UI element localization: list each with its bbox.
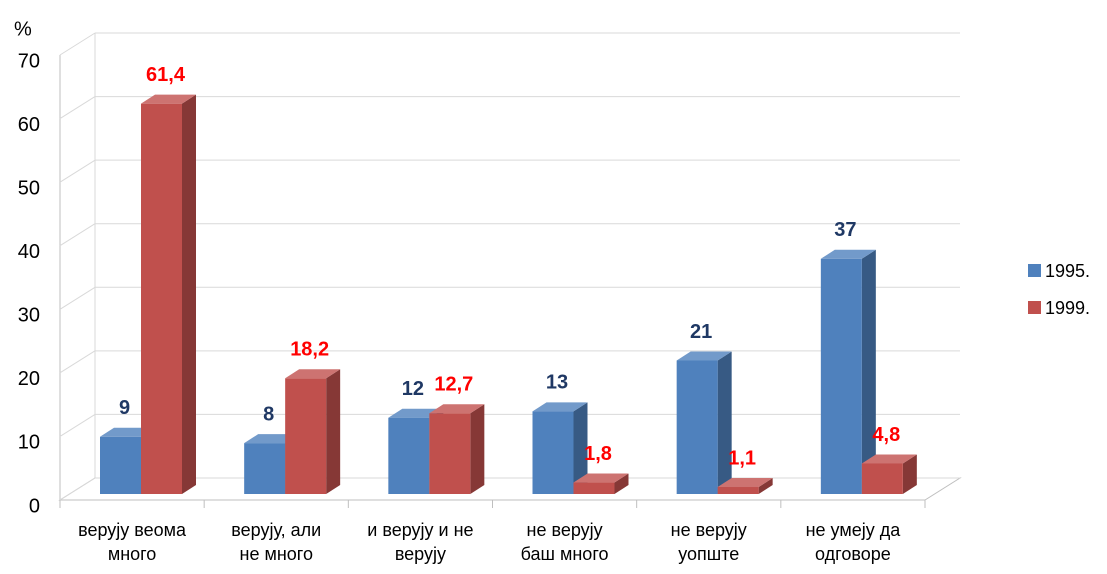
data-label: 37 bbox=[834, 219, 856, 241]
bar-top bbox=[285, 369, 341, 379]
y-tick-label: 70 bbox=[18, 50, 40, 72]
x-tick-label: не умеју да одговоре bbox=[805, 520, 901, 564]
bar-top bbox=[717, 478, 773, 488]
bar-side bbox=[717, 351, 732, 494]
x-tick-label: верују, али не много bbox=[231, 520, 322, 564]
bar bbox=[820, 249, 876, 494]
wall-tick bbox=[59, 159, 96, 183]
x-tick-label: верују веома много bbox=[78, 520, 187, 564]
bar-front bbox=[573, 482, 615, 494]
y-tick-label: 30 bbox=[18, 305, 40, 327]
y-tick-label: 10 bbox=[18, 432, 40, 454]
bar bbox=[717, 478, 773, 494]
bar-front bbox=[429, 413, 471, 494]
bar-side bbox=[902, 454, 917, 494]
bar bbox=[429, 404, 485, 494]
bar-side bbox=[182, 94, 196, 495]
y-axis-label: % bbox=[14, 18, 32, 40]
data-label: 1,8 bbox=[584, 443, 612, 465]
wall-tick bbox=[59, 223, 96, 247]
data-label: 18,2 bbox=[290, 339, 329, 361]
bar-top bbox=[532, 402, 588, 412]
bar bbox=[676, 351, 732, 494]
bar bbox=[573, 473, 629, 494]
bar-side bbox=[861, 249, 876, 494]
bar-front bbox=[388, 417, 430, 494]
bar-front bbox=[532, 411, 574, 494]
y-tick-label: 0 bbox=[29, 495, 40, 517]
x-tick-label: не верују уопште bbox=[670, 520, 747, 564]
data-label: 61,4 bbox=[146, 64, 186, 86]
legend-swatch bbox=[1028, 264, 1041, 277]
bar bbox=[141, 94, 196, 495]
bar-side bbox=[326, 369, 341, 494]
bar-side bbox=[470, 404, 485, 494]
bar-front bbox=[717, 487, 759, 494]
bar bbox=[532, 402, 588, 494]
bar-top bbox=[429, 404, 485, 414]
y-tick-label: 50 bbox=[18, 177, 40, 199]
x-tick-label: не верују баш много bbox=[520, 520, 609, 564]
data-label: 12,7 bbox=[434, 374, 473, 396]
legend-label: 1995. bbox=[1045, 261, 1090, 281]
data-label: 4,8 bbox=[872, 424, 900, 446]
bar-top bbox=[676, 351, 732, 361]
wall-tick bbox=[59, 477, 96, 501]
data-label: 21 bbox=[690, 321, 712, 343]
bar-front bbox=[141, 103, 182, 495]
bar-front bbox=[244, 443, 286, 494]
y-tick-label: 40 bbox=[18, 241, 40, 263]
wall-tick bbox=[59, 96, 96, 119]
y-tick-label: 60 bbox=[18, 114, 40, 136]
wall-tick bbox=[59, 32, 96, 56]
bar-front bbox=[861, 463, 903, 494]
y-tick-label: 20 bbox=[18, 368, 40, 390]
bar-side bbox=[614, 473, 629, 494]
bar bbox=[861, 454, 917, 494]
wall-tick bbox=[59, 414, 96, 437]
data-label: 13 bbox=[546, 372, 568, 394]
bar-side bbox=[758, 478, 773, 494]
data-label: 9 bbox=[119, 397, 130, 419]
wall-tick bbox=[59, 350, 96, 374]
bar-front bbox=[820, 258, 862, 494]
bar-front bbox=[100, 436, 141, 494]
bar bbox=[285, 369, 341, 494]
bar-front bbox=[676, 360, 718, 494]
bar-top bbox=[861, 454, 917, 464]
legend-label: 1999. bbox=[1045, 298, 1090, 318]
bar-side bbox=[573, 402, 588, 494]
bar-front bbox=[285, 378, 327, 494]
data-label: 12 bbox=[402, 378, 424, 400]
bar-top bbox=[141, 94, 196, 104]
bar-top bbox=[573, 473, 629, 483]
data-label: 1,1 bbox=[728, 447, 756, 469]
x-tick-label: и верују и не верују bbox=[367, 520, 474, 564]
legend-swatch bbox=[1028, 301, 1041, 314]
bar-top bbox=[820, 249, 876, 259]
wall-tick bbox=[59, 286, 96, 310]
data-label: 8 bbox=[263, 403, 274, 425]
